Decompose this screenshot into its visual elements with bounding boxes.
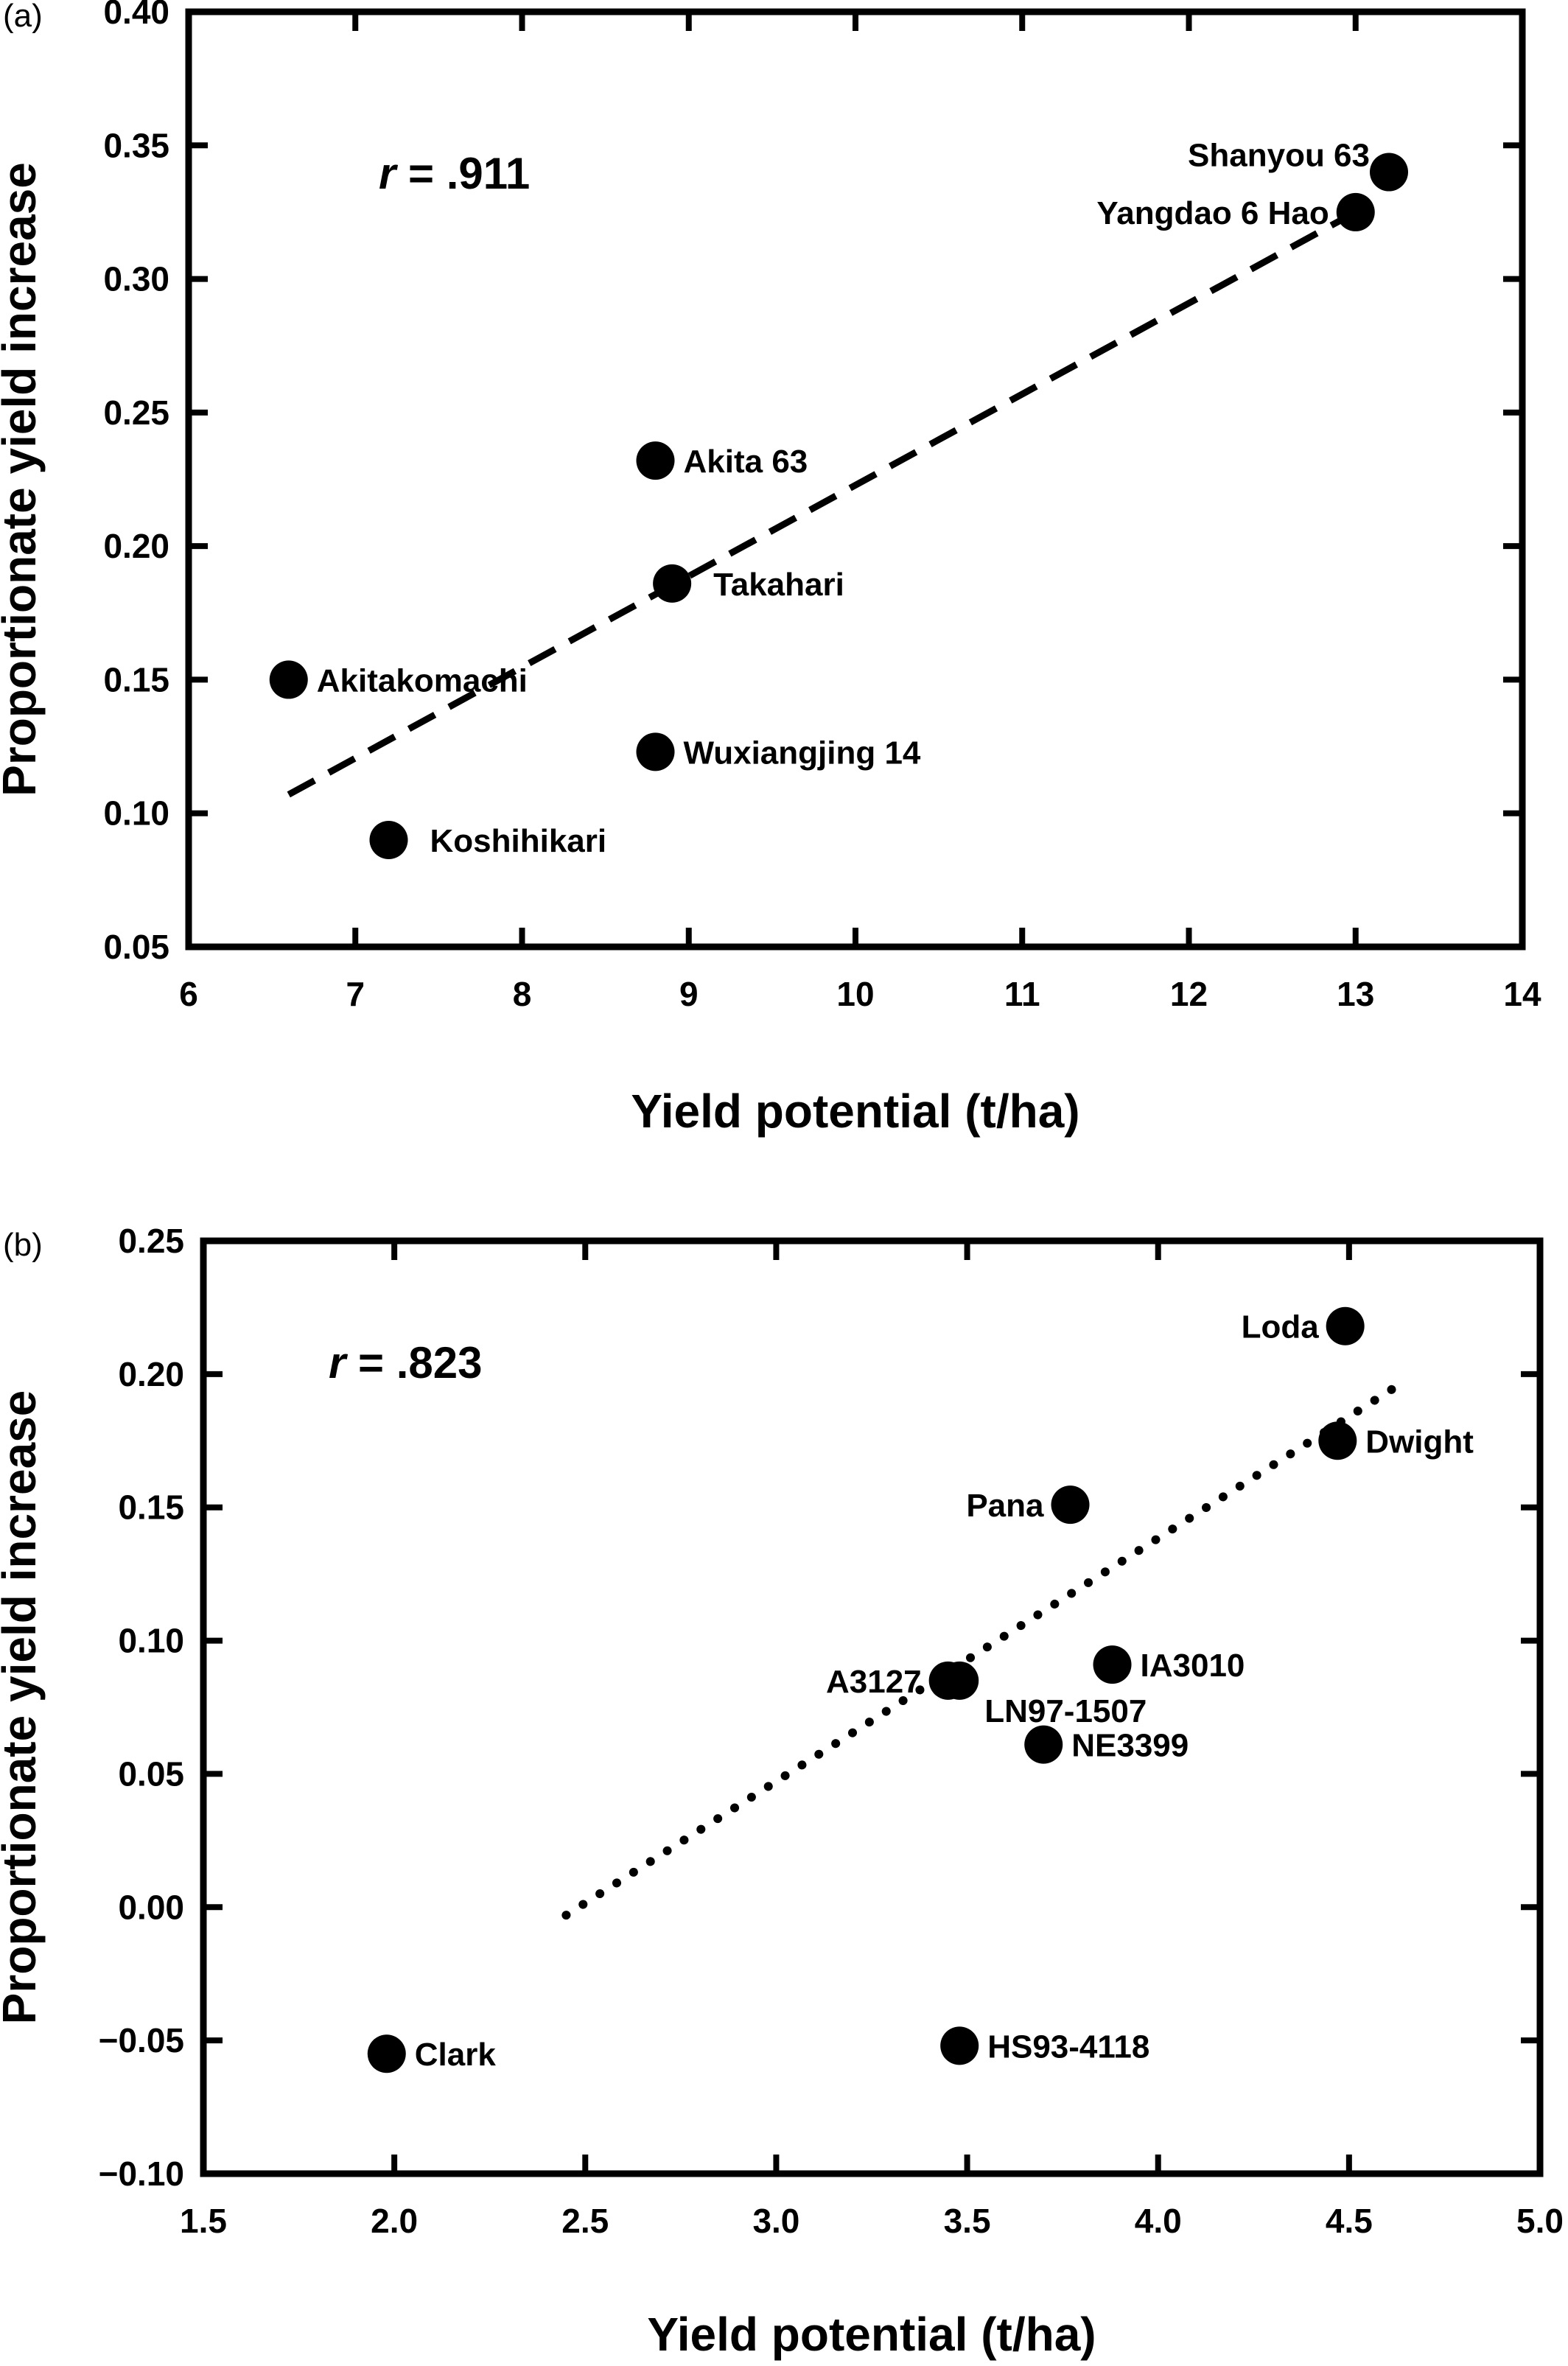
x-tick-label: 5.0 [1516, 2202, 1564, 2240]
chart-panel-b: (b) −0.10 −0.05 0.00 0.05 0.10 0.15 0.20 0.25 1.5… [0, 1222, 1564, 2361]
data-point [1370, 153, 1408, 192]
data-point [1024, 1725, 1063, 1764]
correlation-value: = .911 [396, 149, 530, 198]
x-tick-label: 3.0 [752, 2202, 799, 2240]
x-tick-label: 1.5 [180, 2202, 227, 2240]
data-point-label: Dwight [1365, 1424, 1474, 1460]
x-axis-title: Yield potential (t/ha) [631, 1085, 1079, 1138]
x-tick-label: 7 [346, 975, 365, 1013]
x-tick-label: 2.5 [561, 2202, 609, 2240]
panel-letter: (b) [3, 1227, 43, 1263]
y-tick-label: −0.10 [99, 2155, 184, 2193]
x-tick-label: 2.0 [371, 2202, 418, 2240]
data-point [1318, 1421, 1357, 1460]
x-tick-label: 9 [679, 975, 699, 1013]
correlation-label: r = .911 [379, 149, 530, 198]
data-point-label: LN97-1507 [984, 1693, 1147, 1729]
data-point [367, 2034, 406, 2073]
data-point-label: Takahari [713, 567, 844, 603]
data-point-label: Pana [966, 1488, 1044, 1524]
x-tick-label: 8 [513, 975, 532, 1013]
data-point-label: Koshihikari [430, 823, 607, 859]
data-point-label: Yangdao 6 Hao [1096, 195, 1329, 231]
data-point-label: Loda [1242, 1309, 1320, 1345]
x-tick-label: 6 [179, 975, 198, 1013]
data-point-label: IA3010 [1141, 1648, 1245, 1684]
data-point [1051, 1485, 1090, 1525]
y-tick-label: 0.40 [103, 0, 169, 31]
data-point-label: Wuxiangjing 14 [684, 735, 921, 771]
correlation-value: = .823 [346, 1338, 482, 1387]
correlation-label: r = .823 [329, 1338, 483, 1387]
data-point [269, 660, 308, 699]
y-tick-label: 0.35 [103, 126, 169, 164]
y-tick-label: 0.00 [118, 1888, 184, 1926]
data-point-label: Akita 63 [684, 444, 808, 480]
y-tick-label: 0.15 [118, 1488, 184, 1527]
plot-frame [200, 1237, 1544, 2177]
x-axis-title: Yield potential (t/ha) [647, 2308, 1096, 2361]
y-tick-label: 0.15 [103, 660, 169, 699]
panel-letter: (a) [3, 0, 43, 34]
y-axis-title: Proportionate yield increase [0, 162, 46, 797]
y-tick-label: 0.20 [103, 527, 169, 565]
y-tick-label: 0.25 [103, 393, 169, 432]
data-point [1336, 192, 1375, 231]
data-point [369, 820, 408, 859]
x-tick-label: 3.5 [944, 2202, 991, 2240]
data-point [1326, 1306, 1365, 1345]
x-tick-label: 4.0 [1135, 2202, 1182, 2240]
x-tick-label: 4.5 [1326, 2202, 1373, 2240]
x-tick-label: 10 [836, 975, 874, 1013]
data-point-label: A3127 [826, 1664, 922, 1700]
y-tick-label: −0.05 [99, 2021, 184, 2059]
data-point-label: Shanyou 63 [1188, 138, 1370, 174]
x-tick-label: 11 [1004, 975, 1040, 1013]
x-tick-label: 13 [1337, 975, 1374, 1013]
data-point [940, 1661, 979, 1700]
x-tick-label: 14 [1503, 975, 1541, 1013]
data-point [636, 732, 675, 771]
data-point-label: HS93-4118 [987, 2029, 1149, 2065]
chart-panel-a: (a) 0.05 0.10 0.15 0.20 0.25 0.30 0.35 0.40 6 7 8 9 1… [0, 0, 1541, 1138]
x-tick-label: 12 [1170, 975, 1208, 1013]
data-point [1093, 1645, 1132, 1684]
trend-line [561, 1382, 1400, 1920]
data-point [636, 441, 675, 480]
y-tick-label: 0.25 [118, 1222, 184, 1260]
y-tick-label: 0.30 [103, 260, 169, 298]
y-tick-label: 0.05 [118, 1754, 184, 1793]
y-tick-label: 0.05 [103, 928, 169, 966]
data-point-label: Clark [415, 2037, 497, 2073]
trend-line [287, 209, 1357, 798]
data-point-label: NE3399 [1071, 1728, 1189, 1764]
data-point-label: Akitakomachi [317, 662, 528, 699]
data-point [940, 2026, 979, 2065]
y-tick-label: 0.10 [118, 1622, 184, 1660]
data-point [653, 564, 692, 603]
y-tick-label: 0.20 [118, 1355, 184, 1393]
y-tick-label: 0.10 [103, 794, 169, 833]
y-axis-title: Proportionate yield increase [0, 1390, 46, 2025]
